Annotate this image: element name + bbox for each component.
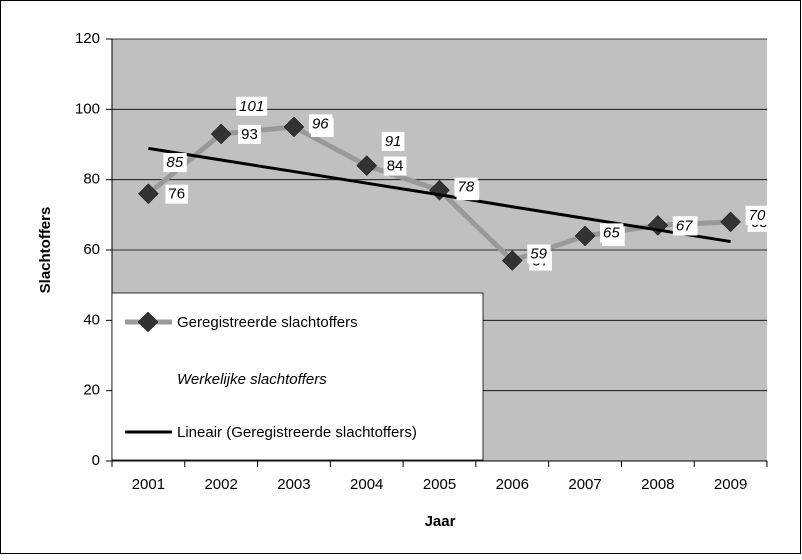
y-tick-label: 80: [83, 171, 100, 188]
y-tick-label: 0: [92, 452, 100, 469]
x-tick-label: 2002: [204, 476, 237, 493]
legend-label: Lineair (Geregistreerde slachtoffers): [177, 424, 417, 441]
data-label-bg: [672, 216, 697, 236]
data-label: 65: [603, 224, 620, 241]
marker: [429, 179, 450, 201]
marker: [138, 183, 159, 205]
data-label-bg: [745, 205, 769, 225]
data-label-bg: [527, 244, 551, 264]
data-label-bg: [236, 96, 268, 116]
data-label: 67: [676, 217, 693, 234]
data-label-bg: [163, 153, 187, 173]
x-tick-label: 2007: [568, 476, 601, 493]
data-label-bg: [600, 223, 624, 243]
marker: [356, 155, 378, 176]
data-label: 101: [239, 98, 264, 115]
y-tick-label: 60: [83, 241, 100, 258]
data-label: 84: [387, 158, 404, 175]
data-label: 91: [385, 133, 402, 150]
y-tick-label: 40: [83, 311, 100, 328]
marker: [283, 116, 305, 138]
data-label: 78: [458, 179, 475, 196]
x-tick-label: 2006: [496, 476, 529, 493]
marker: [720, 211, 741, 233]
y-axis-label: Slachtoffers: [37, 207, 54, 294]
data-label-bg: [238, 124, 261, 144]
y-tick-label: 120: [75, 30, 100, 47]
y-tick-label: 20: [83, 382, 100, 399]
legend-label: Werkelijke slachtoffers: [177, 371, 327, 388]
marker: [210, 123, 232, 145]
marker: [501, 250, 523, 271]
data-label-bg: [165, 184, 189, 204]
x-tick-label: 2003: [277, 476, 310, 493]
x-tick-label: 2005: [423, 476, 456, 493]
data-label-bg: [308, 114, 333, 134]
data-label: 96: [312, 115, 329, 132]
data-label: 76: [168, 186, 185, 203]
data-label: 70: [749, 207, 766, 224]
series-line: [148, 146, 731, 244]
x-tick-label: 2009: [714, 476, 747, 493]
x-tick-label: 2004: [350, 476, 383, 493]
data-label: 85: [166, 154, 183, 171]
x-axis-label: Jaar: [425, 513, 456, 530]
y-tick-label: 100: [75, 100, 100, 117]
data-label: 93: [241, 126, 258, 143]
data-label-bg: [381, 131, 405, 151]
data-label: 59: [530, 245, 547, 262]
legend: [111, 292, 484, 461]
data-label-bg: [383, 156, 407, 176]
x-tick-label: 2008: [641, 476, 674, 493]
legend-marker: [137, 311, 159, 333]
marker: [574, 225, 596, 247]
x-tick-label: 2001: [132, 476, 165, 493]
data-label-bg: [454, 177, 478, 197]
legend-label: Geregistreerde slachtoffers: [177, 314, 358, 331]
